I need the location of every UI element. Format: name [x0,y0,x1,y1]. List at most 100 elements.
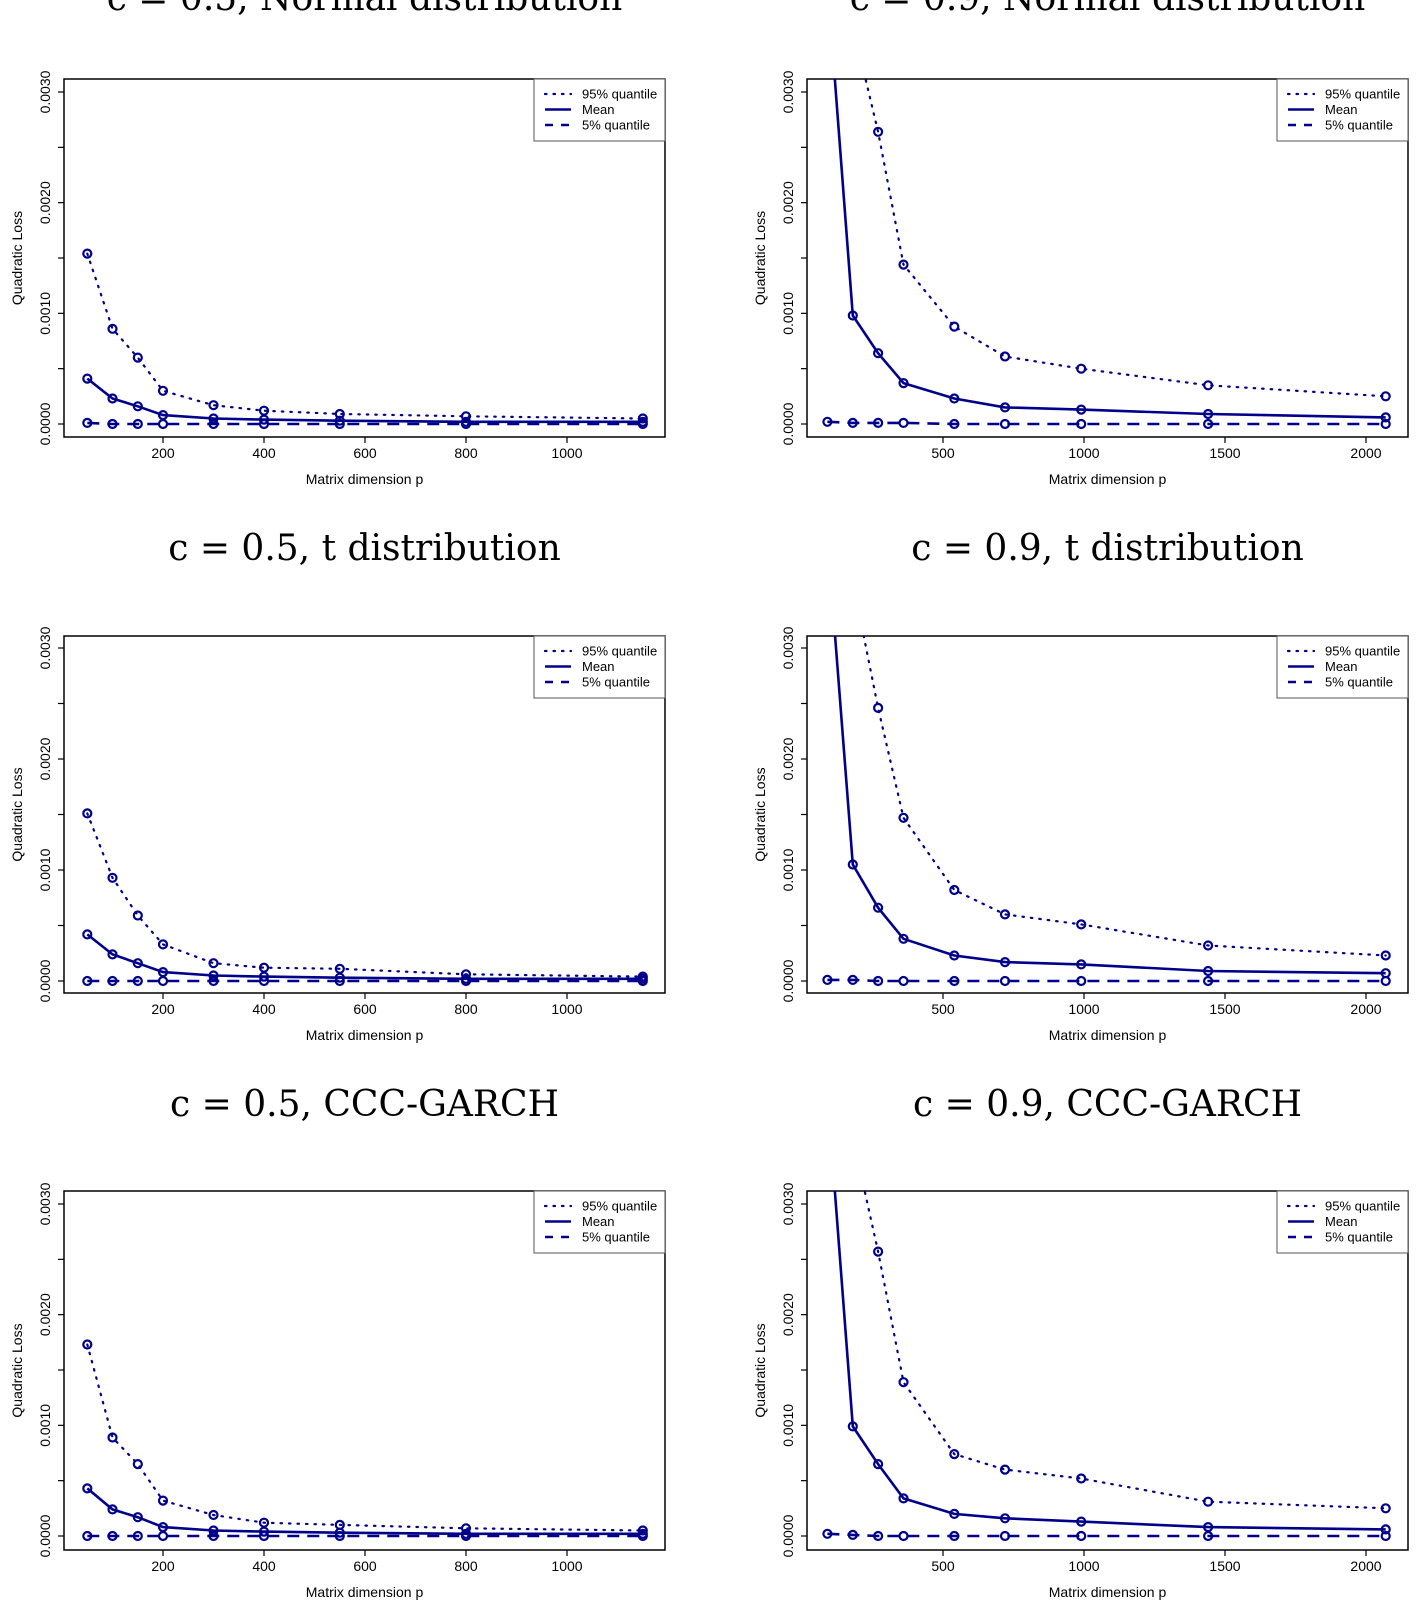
data-point [334,975,345,987]
series-line-95-quantile [864,79,1387,398]
data-point [107,975,118,987]
data-point [1202,1530,1214,1542]
data-point [999,418,1011,430]
x-tick-label: 1000 [551,1001,582,1017]
plot-area [82,1339,648,1542]
data-point [132,352,143,363]
data-point [132,418,143,430]
panel-title: c = 0.5, Normal distribution [107,0,623,19]
series-line-95-quantile [86,252,644,420]
data-point [107,1504,118,1515]
data-point [898,378,909,389]
data-point [107,949,118,960]
data-point [132,1512,143,1523]
data-point [847,417,858,428]
y-axis-label: Quadratic Loss [9,1323,25,1417]
data-point [949,1530,960,1542]
y-tick-label: 0.0000 [37,1514,53,1557]
data-point [157,1530,169,1542]
data-point [872,417,884,428]
data-point [157,1495,169,1506]
x-tick-label: 600 [353,1558,377,1574]
panel-title: c = 0.5, t distribution [168,528,561,569]
series-line-95-quantile [862,636,1387,957]
data-point [847,859,858,870]
data-point [107,393,118,404]
series-line-95-quantile [863,1191,1387,1510]
x-axis-label: Matrix dimension p [306,471,424,487]
data-point [999,975,1011,987]
legend-label: 95% quantile [582,87,657,102]
y-tick-label: 0.0030 [37,1182,53,1225]
data-point [258,414,270,425]
y-tick-label: 0.0030 [780,626,796,669]
data-point [132,1458,143,1470]
series-line-5-quantile [827,1532,1386,1538]
data-point [334,1527,345,1538]
data-point [1076,404,1087,415]
x-tick-label: 600 [353,1001,377,1017]
data-point [898,259,909,270]
x-tick-label: 400 [252,1001,276,1017]
data-point [999,1530,1011,1542]
data-point [1202,380,1214,391]
legend-label: 95% quantile [1325,644,1400,659]
panel-title: c = 0.5, CCC-GARCH [170,1084,559,1125]
data-point [847,1421,858,1432]
x-axis-label: Matrix dimension p [1049,1027,1167,1043]
y-tick-label: 0.0000 [780,959,796,1002]
y-tick-label: 0.0030 [37,70,53,113]
data-point [872,348,884,359]
data-point [157,975,169,987]
data-point [157,385,169,396]
y-axis-label: Quadratic Loss [752,767,768,861]
data-point [460,975,472,987]
data-point [637,975,648,987]
data-point [1380,418,1391,430]
x-tick-label: 500 [931,445,955,461]
data-point [949,975,960,987]
data-point [949,418,960,430]
data-point [1380,950,1391,961]
x-tick-label: 1000 [1068,1558,1099,1574]
x-tick-label: 1000 [551,445,582,461]
x-tick-label: 800 [454,1001,478,1017]
panel-title: c = 0.9, CCC-GARCH [913,1084,1302,1125]
data-point [822,1528,833,1539]
legend-label: Mean [1325,102,1358,117]
y-tick-label: 0.0010 [780,1404,796,1447]
data-point [1202,408,1214,420]
data-point [132,1530,143,1542]
x-tick-label: 200 [151,1558,175,1574]
data-point [208,970,219,981]
x-tick-label: 500 [931,1558,955,1574]
y-tick-label: 0.0010 [37,1404,53,1447]
data-point [208,418,219,430]
y-tick-label: 0.0030 [37,626,53,669]
legend-label: 5% quantile [1325,675,1393,690]
data-point [157,418,169,430]
y-tick-label: 0.0020 [780,737,796,780]
y-tick-label: 0.0010 [37,292,53,335]
legend-label: 5% quantile [1325,118,1393,133]
data-point [208,975,219,987]
series-line-5-quantile [827,978,1386,983]
chart-panel: c = 0.9, CCC-GARCH 0.0000 0.0010 0.0020 0.00… [752,1084,1409,1600]
y-tick-label: 0.0020 [780,181,796,224]
data-point [1202,940,1214,951]
panel-title: c = 0.9, Normal distribution [850,0,1366,19]
series-line-mean [833,636,1386,975]
data-point [949,950,960,961]
legend-label: 5% quantile [582,118,650,133]
data-point [847,310,858,321]
data-point [949,884,960,896]
series-line-5-quantile [87,421,643,426]
legend-label: 95% quantile [582,1199,657,1214]
data-point [872,1246,884,1257]
data-point [999,909,1011,920]
panel-title: c = 0.9, t distribution [911,528,1304,569]
data-point [208,1509,219,1521]
